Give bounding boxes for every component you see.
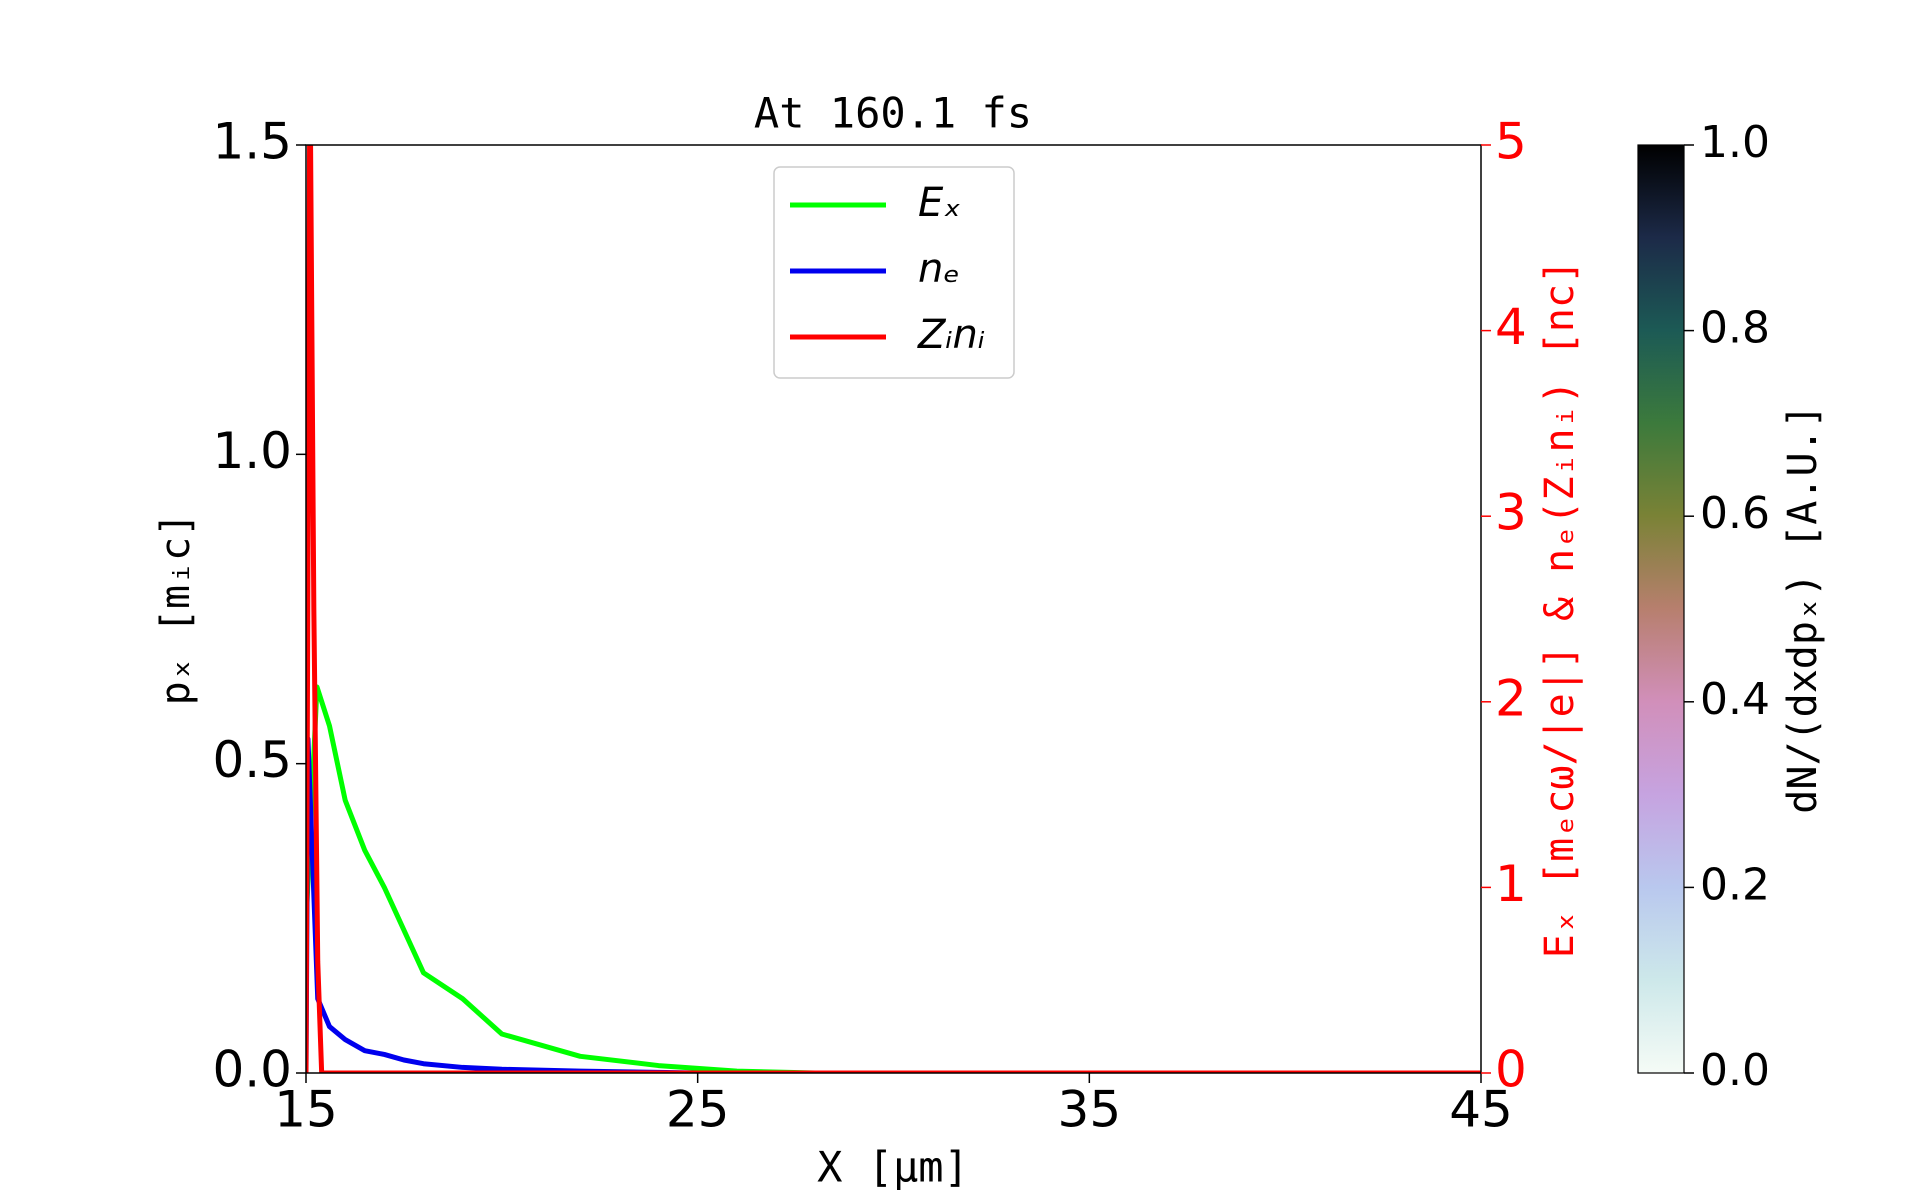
colorbar-tick-label: 1.0: [1700, 117, 1770, 168]
y2-tick-label: 2: [1495, 669, 1527, 727]
colorbar-tick-label: 0.4: [1700, 674, 1770, 725]
x-tick-label: 35: [1058, 1081, 1122, 1139]
plot-frame: [305, 144, 1482, 1074]
y-axis-label: pₓ [mᵢc]: [153, 513, 199, 706]
y2-tick-label: 3: [1495, 484, 1527, 542]
chart-title: At 160.1 fs: [754, 89, 1032, 138]
plot-area: [306, 145, 1481, 1073]
x-tick-label: 15: [274, 1081, 338, 1139]
colorbar-tick-label: 0.8: [1700, 303, 1770, 354]
y-tick-label: 0.5: [212, 731, 292, 789]
y-tick-label: 1.5: [212, 113, 292, 171]
y-tick-label: 1.0: [212, 422, 292, 480]
x-axis-label: X [μm]: [817, 1143, 969, 1192]
colorbar-tick-label: 0.0: [1700, 1045, 1770, 1096]
series-line: [306, 736, 1481, 1073]
y2-tick-label: 5: [1495, 113, 1527, 171]
y2-tick-label: 1: [1495, 855, 1527, 913]
series-line: [306, 684, 1481, 1073]
colorbar-label: dN/(dxdpₓ) [A.U.]: [1780, 404, 1826, 813]
colorbar-tick-label: 0.2: [1700, 859, 1770, 910]
series-line: [306, 145, 1481, 1073]
legend-label: Eₓ: [918, 180, 961, 226]
colorbar: [1637, 144, 1685, 1074]
x-tick-label: 45: [1449, 1081, 1513, 1139]
y2-tick-label: 0: [1495, 1041, 1527, 1099]
legend: [773, 166, 1015, 379]
y2-axis-label: Eₓ [mₑcω/|e|] & nₑ(Zᵢnᵢ) [nc]: [1537, 260, 1583, 958]
x-tick-label: 25: [666, 1081, 730, 1139]
colorbar-tick-label: 0.6: [1700, 488, 1770, 539]
y-tick-label: 0.0: [212, 1041, 292, 1099]
legend-label: Zᵢnᵢ: [917, 312, 985, 358]
y2-tick-label: 4: [1495, 298, 1527, 356]
legend-label: nₑ: [918, 246, 960, 292]
